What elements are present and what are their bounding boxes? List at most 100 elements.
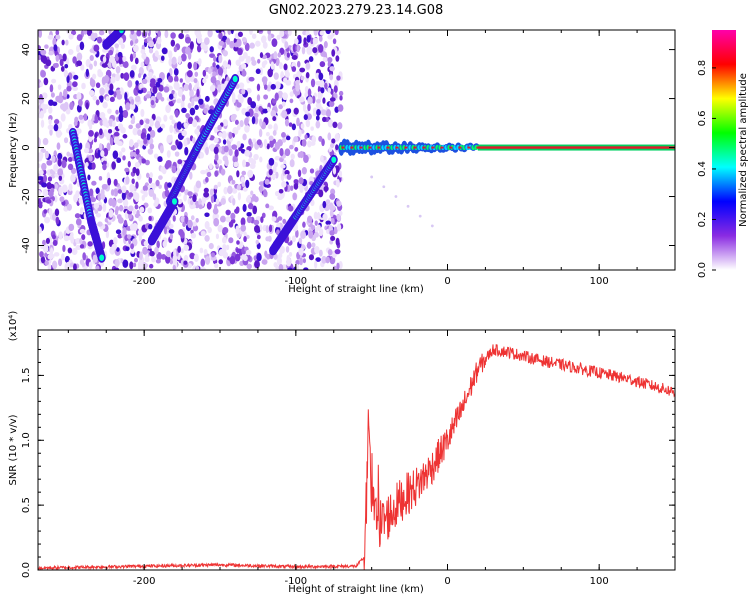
spectrogram-cell (203, 107, 208, 114)
spectrogram-cell (68, 223, 75, 232)
spectrogram-cell (235, 59, 241, 67)
spectrogram-cell (301, 139, 307, 147)
snr-series-line (38, 344, 675, 570)
scatter-point (382, 185, 386, 189)
spectrogram-cell (255, 215, 262, 222)
spectrogram-cell (230, 212, 236, 220)
spectrogram-cell (47, 34, 54, 40)
spectrogram-cell (67, 163, 74, 171)
spectrogram-cell (177, 55, 182, 65)
spectrogram-cell (227, 185, 233, 195)
spectrogram-cell (173, 68, 179, 76)
spectrogram-cell (335, 178, 340, 188)
spectrogram-cell (173, 81, 180, 90)
spectrogram-cell (150, 78, 156, 85)
spectrogram-cell (173, 75, 179, 83)
spectrogram-cell (307, 88, 312, 97)
colorbar-label: Normalized spectral amplitude (738, 73, 749, 227)
spectrogram-cell (215, 233, 220, 240)
spectrogram-cell (241, 181, 245, 187)
spectrogram-cell (73, 263, 77, 270)
spectrogram-cell (325, 256, 330, 264)
spectrogram-cell (284, 30, 288, 35)
spectrogram-cell (282, 92, 288, 101)
spectrogram-cell (40, 70, 46, 78)
spectrogram-cell (126, 234, 132, 240)
spectrogram-cell (281, 109, 288, 119)
spectrogram-cell (249, 30, 253, 35)
spectrogram-cell (295, 229, 299, 238)
spectrogram-cell (248, 76, 255, 82)
spectrogram-cell (64, 262, 70, 270)
spectrogram-cell (53, 163, 59, 173)
spectrogram-cell (327, 132, 332, 141)
spectrogram-cell (49, 247, 54, 256)
spectrogram-cell (117, 198, 123, 204)
spectrogram-cell (231, 187, 238, 194)
spectrogram-cell (332, 121, 338, 129)
spectrogram-cell (165, 250, 171, 258)
spectrogram-cell (122, 55, 127, 63)
spectrogram-cell (141, 53, 147, 60)
spectrogram-cell (337, 104, 344, 112)
spectrogram-cell (313, 211, 318, 220)
spectrogram-cell (53, 123, 59, 132)
spectrogram-cell (149, 118, 154, 127)
spectrogram-cell (117, 189, 123, 194)
spectrogram-cell (221, 130, 227, 140)
spectrogram-cell (70, 173, 76, 183)
spectrogram-cell (255, 40, 261, 47)
spectrogram-cell (253, 153, 259, 161)
spectrogram-cell (190, 232, 197, 239)
spectrogram-cell (129, 53, 134, 62)
spectrogram-cell (139, 119, 144, 126)
spectrogram-cell (213, 217, 220, 227)
spectrogram-cell (60, 113, 66, 122)
spectrogram-cell (129, 183, 135, 193)
spectrogram-cell (208, 242, 214, 250)
spectrogram-cell (217, 181, 222, 187)
colorbar-tick-label: 0.4 (697, 161, 708, 177)
spectrogram-cell (42, 137, 49, 146)
spectrogram-cell (319, 30, 325, 36)
spectrogram-cell (52, 37, 57, 47)
spectrogram-cell (108, 30, 112, 35)
spectrogram-ridges (68, 30, 675, 263)
spectrogram-cell (215, 213, 220, 219)
spectrogram-cell (85, 161, 89, 167)
spectrogram-cell (162, 240, 167, 248)
spectrogram-cell (267, 30, 272, 35)
spectrogram-cell (171, 165, 177, 174)
spectrogram-cell (108, 197, 114, 207)
spectrogram-cell (332, 38, 337, 45)
spectrogram-cell (198, 198, 202, 206)
spectrogram-cell (148, 47, 154, 54)
spectrogram-cell (186, 70, 193, 78)
spectrogram-cell (305, 72, 310, 79)
spectrogram-cell (46, 181, 52, 190)
spectrogram-cell (189, 171, 193, 180)
spectrogram-cell (98, 30, 105, 36)
spectrogram-cell (57, 96, 64, 104)
spectrogram-cell (123, 72, 130, 81)
spectrogram-cell (255, 239, 259, 245)
spectrogram-cell (316, 108, 321, 116)
spectrogram-cell (57, 84, 62, 90)
spectrogram-cell (250, 56, 255, 62)
spectrogram-cell (136, 209, 140, 216)
spectrogram-cell (284, 41, 289, 49)
spectrogram-cell (102, 203, 107, 212)
spectrogram-cell (312, 37, 319, 45)
spectrogram-cell (110, 76, 116, 84)
spectrogram-cell (193, 84, 198, 92)
spectrogram-cell (169, 115, 174, 121)
spectrogram-cell (261, 259, 268, 265)
spectrogram-cell (276, 222, 281, 228)
spectrogram-cell (190, 215, 195, 221)
spectrogram-cell (325, 30, 331, 35)
spectrogram-cell (218, 132, 223, 137)
spectrogram-cell (83, 30, 88, 35)
spectrogram-cell (329, 97, 336, 102)
spectrogram-cell (122, 199, 129, 207)
spectrogram-cell (338, 170, 343, 178)
